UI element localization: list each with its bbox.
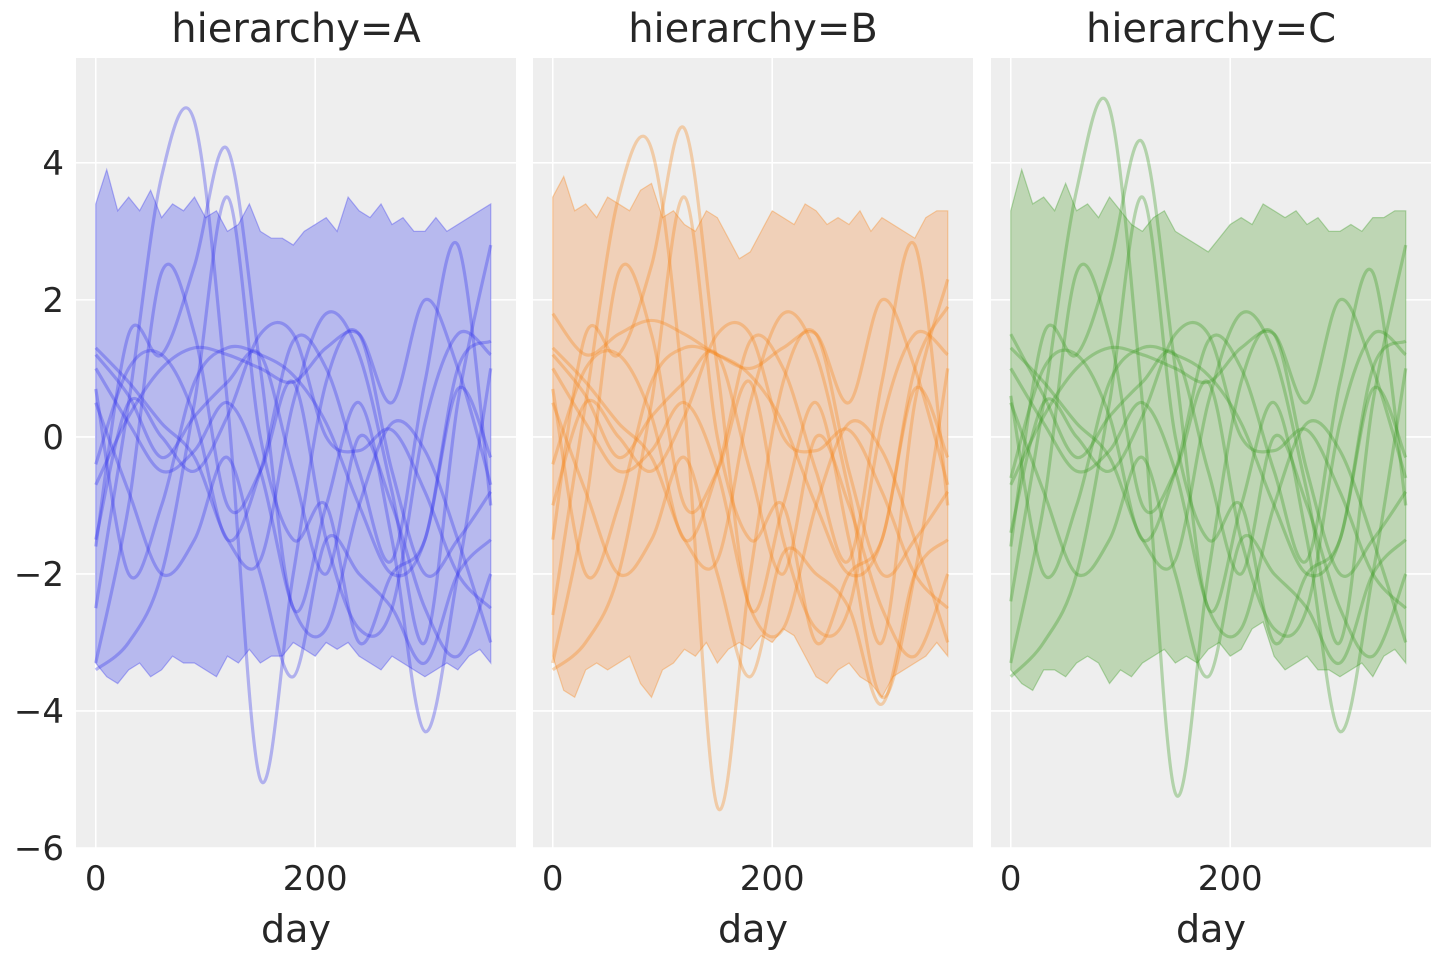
x-tick-label: 200 <box>283 859 348 899</box>
hdi-band <box>95 167 492 685</box>
x-tick-label: 200 <box>1198 859 1263 899</box>
x-tick-label: 0 <box>542 859 564 899</box>
sample-curve <box>1009 267 1408 564</box>
sample-curve <box>1009 262 1407 664</box>
sample-curve <box>94 106 493 785</box>
sample-curve <box>551 134 950 812</box>
y-tick-label: −6 <box>14 829 64 869</box>
sample-curve <box>551 367 950 643</box>
sample-curve <box>551 278 950 646</box>
sample-curve <box>94 339 492 580</box>
sample-curve <box>1009 195 1408 678</box>
x-tick-label: 0 <box>85 859 107 899</box>
x-axis-label: day <box>718 907 788 951</box>
sample-curve <box>551 402 949 706</box>
sample-curve <box>551 297 950 486</box>
panel-a: hierarchy=A 0 200 day −6 −4 −2 0 2 4 <box>14 6 516 951</box>
sample-curve <box>94 195 493 672</box>
sample-curve <box>1009 244 1408 646</box>
sample-curve <box>551 320 949 610</box>
sample-curve <box>94 145 493 734</box>
sample-curve <box>551 125 950 699</box>
y-tick-label: 4 <box>42 144 64 184</box>
panel-b: hierarchy=B 0 200 day <box>533 6 973 951</box>
sample-curve <box>94 402 492 679</box>
sample-curve <box>94 320 492 610</box>
sample-curve <box>94 297 493 486</box>
sample-curve <box>1009 138 1408 734</box>
sample-curve <box>1009 367 1408 643</box>
hdi-band <box>1010 167 1407 692</box>
sample-curve <box>1009 402 1407 679</box>
y-tick-label: −4 <box>14 692 64 732</box>
sample-curve <box>551 240 950 564</box>
x-tick-label: 200 <box>740 859 805 899</box>
sample-curve <box>1009 320 1407 610</box>
x-axis-label: day <box>261 907 331 951</box>
sample-curve <box>94 244 493 646</box>
y-tick-label: −2 <box>14 555 64 595</box>
panel-c: hierarchy=C 0 200 day <box>991 6 1431 951</box>
sample-curve <box>1009 96 1408 798</box>
sample-curve <box>1009 333 1408 659</box>
sample-curve <box>1009 297 1408 486</box>
sample-curve <box>94 367 493 643</box>
x-tick-label: 0 <box>1000 859 1022 899</box>
sample-curve <box>1009 339 1407 579</box>
sample-curve <box>94 240 493 564</box>
hdi-band <box>552 175 949 699</box>
panel-title: hierarchy=C <box>1086 6 1336 52</box>
sample-curve <box>551 305 950 580</box>
sample-curve <box>551 195 950 672</box>
y-tick-label: 0 <box>42 418 64 458</box>
panel-title: hierarchy=B <box>628 6 878 52</box>
sample-curve <box>551 262 949 664</box>
panel-title: hierarchy=A <box>171 6 421 52</box>
sample-curve <box>94 262 492 664</box>
y-tick-label: 2 <box>42 281 64 321</box>
sample-curve <box>551 349 950 659</box>
sample-curve <box>94 349 493 659</box>
x-axis-label: day <box>1176 907 1246 951</box>
